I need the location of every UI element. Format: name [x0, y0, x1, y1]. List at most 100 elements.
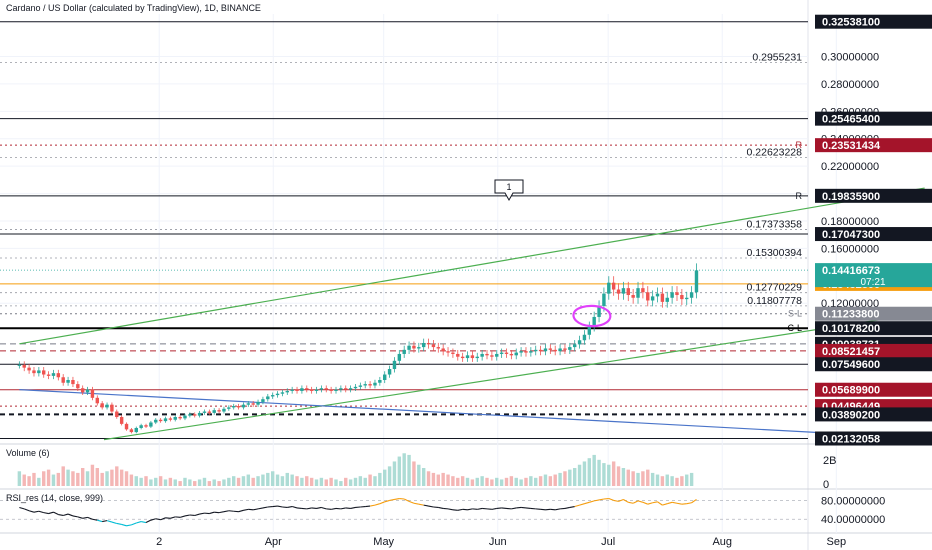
candle-body [490, 355, 494, 357]
candle-body [90, 389, 95, 398]
volume-bar [485, 477, 489, 486]
rsi-line-segment [447, 508, 454, 511]
rsi-line-segment [223, 510, 229, 513]
rsi-line-segment [632, 500, 639, 504]
candle-body [534, 349, 538, 352]
rsi-line-segment [150, 518, 156, 521]
candle-body [387, 369, 392, 375]
rsi-line-segment [667, 501, 673, 505]
callout-box [494, 179, 524, 202]
volume-bar [363, 477, 367, 486]
volume-tick-label: 2B [823, 455, 836, 467]
candle-body [670, 292, 674, 298]
volume-bar [183, 477, 187, 486]
volume-bar [90, 464, 95, 486]
rsi-line-segment [686, 502, 692, 505]
candle-body [37, 370, 41, 374]
candle-body [154, 419, 158, 423]
candle-body [339, 388, 343, 390]
volume-bar [212, 479, 216, 486]
volume-bar [129, 474, 134, 486]
rsi-line-segment [262, 506, 268, 509]
candle-body [353, 386, 358, 389]
rsi-line-segment [287, 505, 293, 509]
candle-body [261, 399, 265, 402]
rsi-line-segment [457, 508, 463, 511]
volume-bar [358, 476, 363, 486]
rsi-line-segment [43, 512, 49, 515]
current-price-badge [815, 263, 932, 288]
rsi-tick-label: 80.00000000 [821, 495, 885, 507]
candle-body [309, 389, 314, 391]
volume-bar [85, 471, 90, 486]
rsi-line-segment [194, 513, 200, 516]
rsi-line-segment [97, 519, 103, 523]
volume-bar [524, 477, 528, 486]
candle-body [241, 404, 246, 408]
volume-bar [280, 476, 285, 486]
x-tick-label: Sep [827, 536, 847, 548]
candle-body [475, 356, 479, 359]
rsi-line-segment [82, 516, 88, 519]
candle-body [392, 360, 397, 370]
volume-bar [407, 454, 411, 486]
volume-bar [680, 476, 684, 486]
volume-bar [246, 474, 251, 486]
candle-body [163, 418, 168, 422]
volume-bar [412, 461, 416, 486]
volume-bar [236, 477, 241, 486]
candle-body [270, 395, 275, 397]
candle-body [285, 390, 289, 393]
rsi-line-segment [121, 523, 127, 527]
candle-body [694, 270, 699, 293]
candle-body [504, 352, 509, 354]
candle-body [597, 305, 601, 317]
rsi-line-segment [438, 506, 444, 509]
volume-bar [95, 468, 100, 486]
volume-bar [387, 466, 392, 486]
level-badge [815, 357, 932, 372]
candle-body [607, 282, 611, 294]
rsi-line-segment [428, 505, 434, 508]
candle-body [51, 373, 56, 376]
level-badge [815, 14, 932, 29]
volume-bar [197, 479, 202, 486]
volume-bar [402, 453, 406, 486]
rsi-line-segment [642, 501, 648, 505]
candle-body [236, 406, 241, 408]
rsi-line-segment [589, 500, 595, 503]
callout-label: 1 [506, 182, 511, 192]
rsi-line-segment [321, 506, 327, 510]
candle-body [407, 345, 411, 350]
volume-bar [441, 472, 445, 486]
rsi-line-segment [413, 502, 419, 505]
volume-bar [436, 474, 441, 486]
level-badge-label: 0.11233800 [822, 309, 880, 321]
candle-body [499, 352, 504, 354]
candle-body [173, 417, 177, 420]
volume-bar [636, 472, 640, 486]
volume-bar [646, 469, 650, 486]
level-badge [815, 306, 932, 321]
volume-bar [202, 477, 207, 486]
fib-label: 0.12770229 [747, 282, 803, 294]
candle-body [480, 353, 484, 357]
x-tick-label: 2 [156, 536, 162, 548]
volume-bar [553, 474, 557, 486]
volume-bar [270, 471, 275, 486]
rsi-line-segment [477, 507, 483, 510]
volume-bar [124, 471, 129, 486]
rsi-line-segment [637, 500, 644, 503]
level-badge-label: 0.17047300 [822, 229, 880, 241]
rsi-line-segment [77, 516, 83, 519]
volume-bar [465, 477, 470, 486]
candle-body [417, 347, 421, 349]
candle-body [134, 427, 138, 433]
candle-body [358, 385, 363, 387]
candle-body [61, 377, 65, 383]
candle-body [553, 349, 557, 352]
volume-bar [397, 456, 402, 486]
level-badge-label: 0.25465400 [822, 114, 880, 126]
